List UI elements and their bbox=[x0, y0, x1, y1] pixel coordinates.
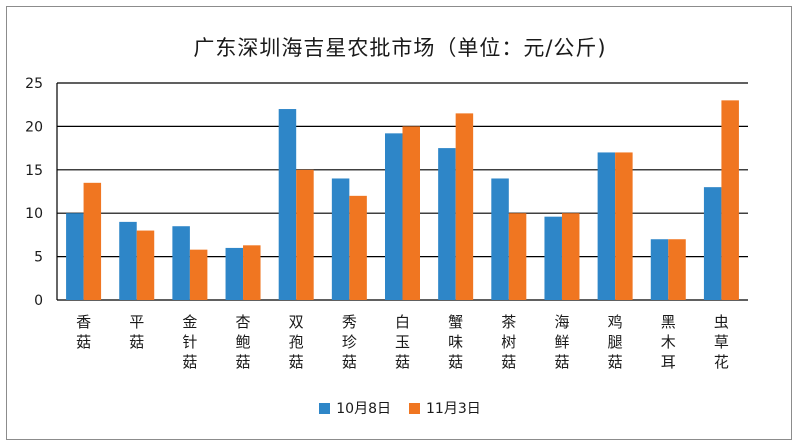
legend-label-series-2: 11月3日 bbox=[426, 401, 481, 417]
bar-series-1 bbox=[491, 178, 509, 300]
x-category-label: 香菇 bbox=[76, 313, 91, 351]
legend-swatch-series-2 bbox=[409, 402, 420, 414]
bar-series-1 bbox=[225, 247, 244, 300]
x-category-label: 蟹味菇 bbox=[448, 313, 463, 371]
x-category-label: 杏鲍菇 bbox=[236, 313, 251, 371]
bars bbox=[66, 100, 739, 301]
bar-series-2 bbox=[561, 213, 580, 300]
y-axis-ticks: 0 5 10 15 20 25 bbox=[25, 76, 43, 309]
x-category-label: 鸡腿菇 bbox=[608, 313, 623, 371]
legend: 10月8日 11月3日 bbox=[0, 398, 800, 418]
bar-series-1 bbox=[278, 109, 297, 300]
bar-series-1 bbox=[331, 178, 350, 300]
y-tick-label: 25 bbox=[25, 76, 43, 92]
chart-title: 广东深圳海吉星农批市场（单位：元/公斤) bbox=[193, 36, 607, 60]
bar-series-2 bbox=[668, 239, 686, 300]
bar-series-2 bbox=[349, 195, 367, 300]
bar-series-2 bbox=[508, 213, 527, 300]
bar-series-2 bbox=[615, 152, 633, 300]
x-category-label: 金针菇 bbox=[182, 313, 197, 371]
x-category-label: 平菇 bbox=[129, 313, 144, 351]
bar-series-2 bbox=[296, 169, 314, 300]
y-tick-label: 5 bbox=[34, 250, 43, 266]
bar-series-2 bbox=[136, 230, 155, 300]
bar-series-1 bbox=[66, 213, 84, 300]
x-category-label: 秀珍菇 bbox=[342, 313, 357, 371]
x-category-label: 黑木耳 bbox=[661, 313, 676, 371]
y-tick-label: 15 bbox=[25, 163, 43, 179]
bar-series-2 bbox=[721, 100, 739, 300]
legend-item-series-1: 10月8日 bbox=[319, 398, 391, 418]
bar-series-1 bbox=[385, 133, 403, 300]
x-category-label: 海鲜菇 bbox=[554, 313, 569, 371]
y-tick-label: 10 bbox=[25, 206, 43, 222]
y-tick-label: 20 bbox=[25, 119, 43, 135]
x-category-label: 茶树菇 bbox=[501, 313, 516, 371]
bar-series-1 bbox=[650, 239, 669, 300]
y-tick-label: 0 bbox=[34, 293, 43, 309]
bar-series-2 bbox=[189, 249, 208, 300]
bar-series-1 bbox=[438, 148, 456, 300]
bar-series-1 bbox=[597, 152, 616, 300]
bar-series-2 bbox=[402, 126, 420, 301]
x-category-label: 双孢菇 bbox=[289, 313, 304, 371]
bar-series-2 bbox=[243, 245, 261, 300]
bar-series-1 bbox=[119, 221, 137, 300]
bar-series-1 bbox=[544, 216, 562, 300]
bar-series-1 bbox=[172, 226, 190, 300]
legend-label-series-1: 10月8日 bbox=[336, 401, 391, 417]
x-category-label: 白玉菇 bbox=[395, 313, 410, 371]
legend-item-series-2: 11月3日 bbox=[409, 398, 481, 418]
legend-swatch-series-1 bbox=[319, 402, 331, 414]
bar-series-2 bbox=[455, 113, 474, 300]
x-category-label: 虫草花 bbox=[714, 313, 729, 371]
bar-series-1 bbox=[703, 187, 722, 300]
bar-series-2 bbox=[83, 182, 102, 300]
